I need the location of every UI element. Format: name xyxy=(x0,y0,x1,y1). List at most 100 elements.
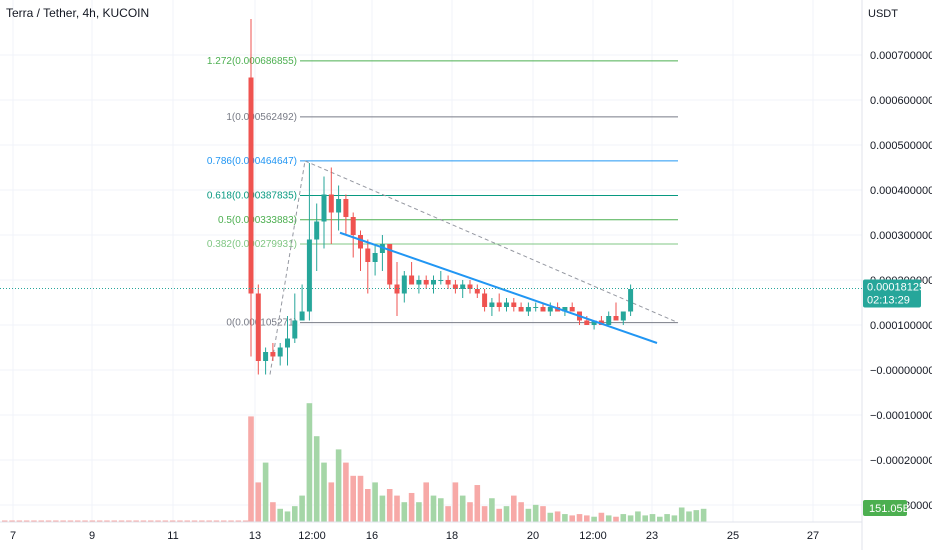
candle[interactable] xyxy=(525,302,531,317)
volume-last-value: 151.05B xyxy=(869,503,910,515)
candle[interactable] xyxy=(336,185,342,231)
candle[interactable] xyxy=(482,289,488,312)
candle[interactable] xyxy=(569,302,575,312)
candle[interactable] xyxy=(452,280,458,294)
volume-bar xyxy=(496,508,502,522)
volume-bar xyxy=(489,498,495,522)
volume-bar xyxy=(576,514,583,522)
candle[interactable] xyxy=(292,293,298,344)
volume-bar xyxy=(343,462,349,522)
candle[interactable] xyxy=(474,284,480,299)
candle[interactable] xyxy=(445,275,451,290)
fib-level[interactable]: 0(0.000105271) xyxy=(226,318,678,329)
candle[interactable] xyxy=(321,176,327,249)
candle-body xyxy=(547,307,553,312)
price-axis[interactable]: USDT 0.000700000 0.000600000 0.000500000 0.… xyxy=(868,8,932,512)
candle[interactable] xyxy=(328,167,334,245)
volume-bar xyxy=(255,482,262,522)
candle-body xyxy=(489,302,495,307)
candle-body xyxy=(518,307,524,312)
candle[interactable] xyxy=(496,293,502,312)
volume-bar xyxy=(221,520,227,522)
candle[interactable] xyxy=(255,284,261,375)
volume-bar xyxy=(75,520,81,522)
volume-bar xyxy=(177,520,183,522)
price-tick-label: 0.000100000 xyxy=(870,320,932,332)
trend-line[interactable] xyxy=(339,231,658,344)
volume-bar xyxy=(16,520,23,522)
candle[interactable] xyxy=(547,302,553,317)
fib-level-label: 0.5(0.000333883) xyxy=(218,215,297,226)
candle[interactable] xyxy=(248,19,254,357)
time-tick-label: 16 xyxy=(366,530,378,542)
candle[interactable] xyxy=(263,347,269,375)
candle-body xyxy=(387,244,393,285)
candle-body xyxy=(452,284,458,289)
diagonal-dashed-line[interactable] xyxy=(269,160,679,375)
grid xyxy=(0,0,862,522)
time-tick-label: 7 xyxy=(10,530,16,542)
volume-bar xyxy=(671,515,678,522)
candle[interactable] xyxy=(372,244,378,276)
candle[interactable] xyxy=(416,275,422,294)
candle-body xyxy=(525,307,531,312)
symbol-title[interactable]: Terra / Tether, 4h, KUCOIN xyxy=(6,6,149,20)
current-price-badge-bg xyxy=(863,279,921,308)
candle[interactable] xyxy=(431,275,436,294)
candle[interactable] xyxy=(613,302,619,321)
fib-level[interactable]: 0.5(0.000333883) xyxy=(218,215,678,226)
time-tick-label: 18 xyxy=(446,530,458,542)
candle[interactable] xyxy=(504,298,509,312)
candle[interactable] xyxy=(460,280,466,298)
fib-level[interactable]: 1.272(0.000686855) xyxy=(207,56,678,67)
candle[interactable] xyxy=(438,271,444,285)
candle[interactable] xyxy=(285,316,290,366)
candle[interactable] xyxy=(628,284,634,317)
volume-bar xyxy=(23,520,30,522)
volume-bar xyxy=(53,520,59,522)
candle[interactable] xyxy=(606,311,612,326)
candle[interactable] xyxy=(533,302,539,312)
candle[interactable] xyxy=(358,230,363,272)
candle-body xyxy=(584,320,590,325)
price-tick-label: 0.000700000 xyxy=(870,50,932,62)
current-price-value: 0.000181250 xyxy=(867,281,931,293)
candle[interactable] xyxy=(518,302,524,312)
volume-badge-bg xyxy=(863,500,907,516)
volume-bar xyxy=(525,508,532,522)
candle[interactable] xyxy=(387,244,393,289)
volume-bar xyxy=(452,482,459,522)
volume-bar xyxy=(693,510,700,522)
volume-bar xyxy=(365,489,371,522)
candle[interactable] xyxy=(394,262,400,316)
candle[interactable] xyxy=(314,203,320,272)
candle[interactable] xyxy=(467,280,473,294)
time-tick-label: 25 xyxy=(727,530,739,542)
candle[interactable] xyxy=(306,163,312,321)
candle[interactable] xyxy=(270,343,276,361)
volume-bar xyxy=(104,520,110,522)
candle[interactable] xyxy=(584,316,590,325)
candle[interactable] xyxy=(620,311,626,326)
current-price-badge[interactable]: 0.000181250 02:13:29 xyxy=(863,279,931,308)
candle-body xyxy=(401,275,407,294)
candle-body xyxy=(255,293,261,361)
candle[interactable] xyxy=(409,262,415,285)
candle[interactable] xyxy=(365,239,371,294)
fib-trend-line xyxy=(304,160,679,324)
fib-level[interactable]: 1(0.000562492) xyxy=(226,112,678,123)
candle[interactable] xyxy=(343,194,349,236)
candle[interactable] xyxy=(299,284,305,321)
time-axis[interactable]: 7 9 11 13 12:00 16 18 20 12:00 23 25 27 xyxy=(10,530,819,542)
candle[interactable] xyxy=(277,343,283,366)
candle-body xyxy=(474,289,480,294)
candle[interactable] xyxy=(423,275,429,290)
candle[interactable] xyxy=(401,271,407,303)
candle[interactable] xyxy=(511,298,517,312)
time-tick-label: 20 xyxy=(527,530,539,542)
candle[interactable] xyxy=(489,298,495,316)
candle[interactable] xyxy=(350,212,356,258)
volume-bar xyxy=(569,515,575,522)
